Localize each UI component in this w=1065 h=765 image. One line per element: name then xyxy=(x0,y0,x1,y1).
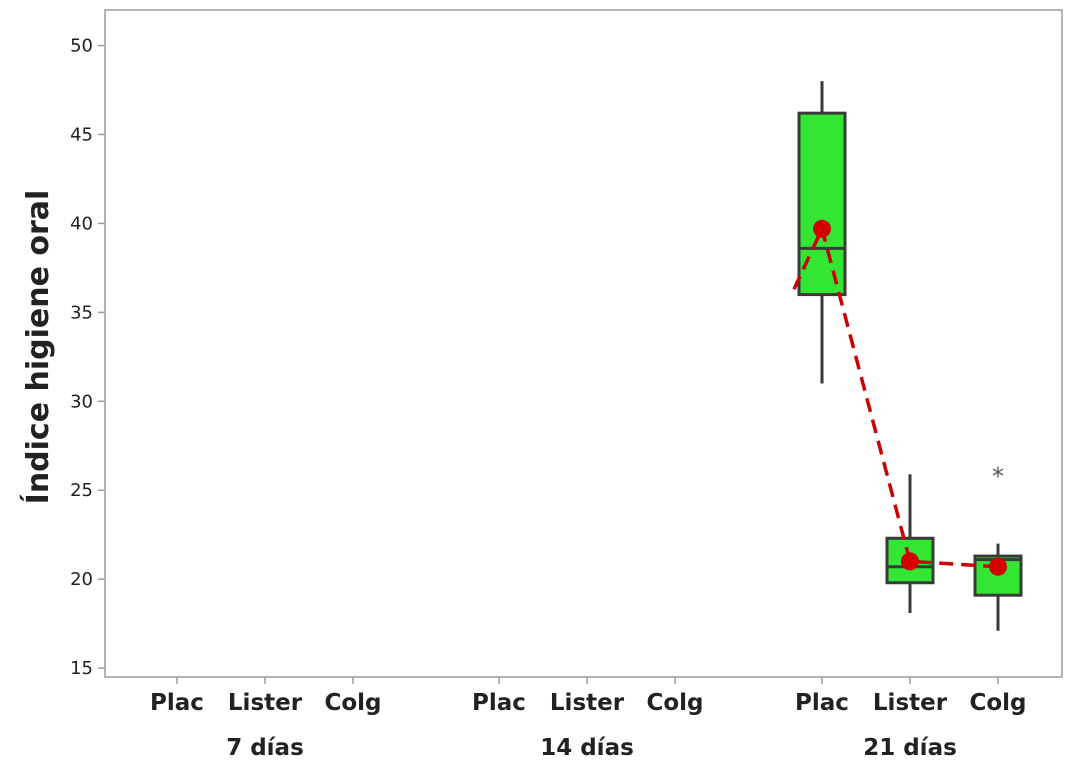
mean-point xyxy=(989,557,1007,576)
x-group-label: 14 días xyxy=(540,735,634,761)
x-category-label: Lister xyxy=(550,690,625,716)
y-tick-label: 45 xyxy=(70,125,93,146)
x-category-label: Plac xyxy=(472,690,526,716)
y-tick-label: 25 xyxy=(70,480,93,501)
y-axis-title: Índice higiene oral xyxy=(20,190,56,505)
x-category-label: Lister xyxy=(873,690,948,716)
plot-frame xyxy=(104,9,1063,678)
y-tick-label: 40 xyxy=(70,213,93,234)
x-group-label: 7 días xyxy=(226,735,304,761)
x-category-label: Plac xyxy=(795,690,849,716)
x-category-label: Plac xyxy=(150,690,204,716)
x-category-label: Colg xyxy=(969,690,1026,716)
x-category-label: Colg xyxy=(646,690,703,716)
x-category-label: Lister xyxy=(228,690,303,716)
y-tick-label: 20 xyxy=(70,569,93,590)
mean-point xyxy=(813,219,831,238)
mean-point xyxy=(901,552,919,571)
y-tick-label: 35 xyxy=(70,302,93,323)
outlier-marker: * xyxy=(992,463,1004,491)
x-category-label: Colg xyxy=(324,690,381,716)
mean-connect-line xyxy=(792,223,999,569)
y-tick-label: 15 xyxy=(70,658,93,679)
y-tick-label: 50 xyxy=(70,36,93,57)
x-group-label: 21 días xyxy=(863,735,957,761)
plot-area: 15 20 25 30 35 40 45 50 Plac Lister Colg 7 días Plac… xyxy=(70,9,1063,761)
y-tick-label: 30 xyxy=(70,391,93,412)
